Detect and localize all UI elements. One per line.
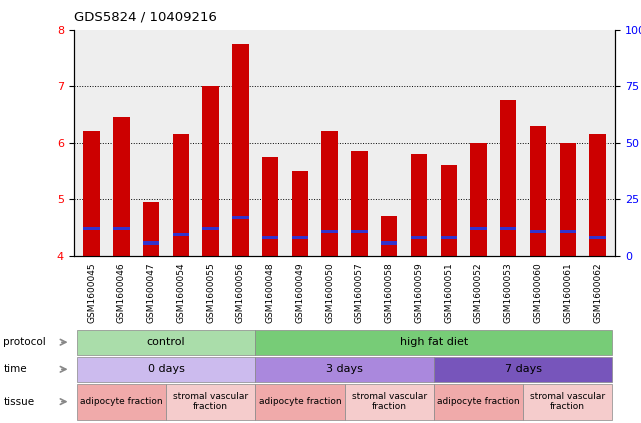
Bar: [203, 86, 219, 256]
Bar: [292, 171, 308, 256]
Bar: [113, 227, 129, 231]
Text: adipocyte fraction: adipocyte fraction: [258, 397, 341, 406]
Text: tissue: tissue: [3, 397, 35, 407]
Bar: [292, 236, 308, 239]
Bar: [589, 236, 606, 239]
Bar: [560, 230, 576, 233]
Bar: [143, 202, 159, 256]
Bar: [83, 227, 100, 231]
Text: 0 days: 0 days: [147, 364, 185, 374]
Text: stromal vascular
fraction: stromal vascular fraction: [530, 392, 605, 411]
Bar: [500, 227, 517, 231]
Bar: [530, 230, 546, 233]
Bar: [83, 132, 100, 256]
Bar: [143, 241, 159, 244]
Text: 3 days: 3 days: [326, 364, 363, 374]
Bar: [203, 227, 219, 231]
Bar: [232, 216, 249, 219]
Bar: [440, 236, 457, 239]
Text: 7 days: 7 days: [504, 364, 542, 374]
Text: stromal vascular
fraction: stromal vascular fraction: [352, 392, 427, 411]
Bar: [411, 236, 427, 239]
Text: high fat diet: high fat diet: [400, 337, 468, 347]
Text: control: control: [147, 337, 185, 347]
Bar: [232, 44, 249, 256]
Bar: [411, 154, 427, 256]
Bar: [322, 132, 338, 256]
Bar: [262, 236, 278, 239]
Bar: [589, 134, 606, 256]
Bar: [351, 151, 367, 256]
Text: protocol: protocol: [3, 337, 46, 347]
Text: GDS5824 / 10409216: GDS5824 / 10409216: [74, 11, 217, 24]
Bar: [172, 134, 189, 256]
Text: adipocyte fraction: adipocyte fraction: [437, 397, 520, 406]
Bar: [351, 230, 367, 233]
Bar: [560, 143, 576, 256]
Bar: [381, 216, 397, 256]
Bar: [530, 126, 546, 256]
Bar: [470, 143, 487, 256]
Bar: [322, 230, 338, 233]
Text: adipocyte fraction: adipocyte fraction: [80, 397, 163, 406]
Bar: [113, 117, 129, 256]
Bar: [500, 100, 517, 256]
Text: time: time: [3, 364, 27, 374]
Bar: [262, 157, 278, 256]
Bar: [172, 233, 189, 236]
Bar: [381, 241, 397, 244]
Text: stromal vascular
fraction: stromal vascular fraction: [173, 392, 248, 411]
Bar: [440, 165, 457, 256]
Bar: [470, 227, 487, 231]
